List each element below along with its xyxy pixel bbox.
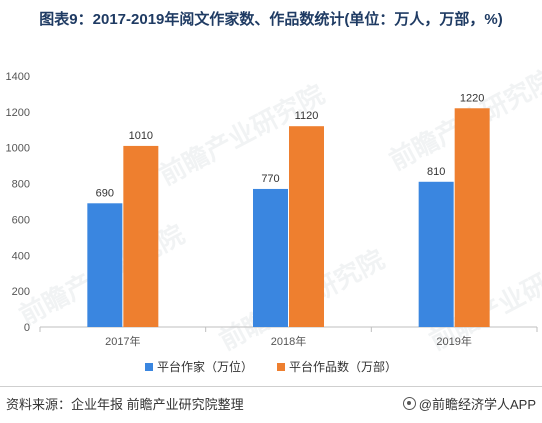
- brand-logo-icon: [402, 397, 416, 410]
- data-label: 1010: [129, 130, 153, 142]
- legend-item-series-2: 平台作品数（万部）: [277, 358, 397, 375]
- brand-credit: @前瞻经济学人APP: [402, 394, 536, 413]
- data-label: 770: [261, 173, 279, 185]
- y-tick-label: 600: [12, 214, 30, 226]
- footer-divider: [0, 386, 542, 387]
- x-tick-label: 2019年: [436, 334, 471, 348]
- bar-series-2: [289, 126, 324, 327]
- data-label: 690: [96, 187, 114, 199]
- y-tick-label: 200: [12, 286, 30, 298]
- legend-label-series-1: 平台作家（万位）: [156, 360, 253, 374]
- bar-series-2: [454, 108, 490, 328]
- data-label: 810: [427, 166, 445, 178]
- legend: 平台作家（万位） 平台作品数（万部）: [0, 358, 542, 375]
- y-tick-label: 1000: [6, 143, 30, 155]
- y-tick-label: 1200: [6, 107, 30, 119]
- legend-item-series-1: 平台作家（万位）: [144, 358, 253, 375]
- legend-swatch-series-1: [144, 362, 153, 371]
- legend-swatch-series-2: [277, 362, 285, 371]
- x-tick-label: 2018年: [271, 334, 306, 348]
- brand-text: @前瞻经济学人APP: [418, 397, 536, 412]
- data-label: 1120: [295, 110, 319, 122]
- bar-series-1: [253, 188, 288, 327]
- x-tick-label: 2017年: [105, 334, 140, 348]
- y-tick-label: 0: [24, 322, 30, 334]
- chart-title: 图表9：2017-2019年阅文作家数、作品数统计(单位：万人，万部，%): [39, 11, 503, 28]
- bar-series-1: [87, 203, 123, 327]
- legend-label-series-2: 平台作品数（万部）: [289, 360, 398, 374]
- y-tick-label: 400: [12, 250, 30, 262]
- source-note: 资料来源：企业年报 前瞻产业研究院整理: [6, 397, 244, 412]
- bar-series-2: [123, 145, 159, 327]
- y-tick-label: 800: [12, 179, 30, 191]
- data-label: 1220: [460, 92, 484, 104]
- bar-series-1: [418, 181, 454, 327]
- y-tick-label: 1400: [6, 71, 30, 83]
